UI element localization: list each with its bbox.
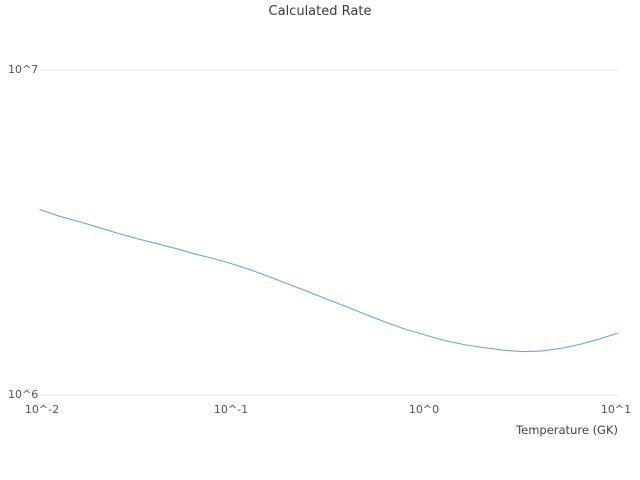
x-axis-title: Temperature (GK) [516,423,618,437]
chart-title: Calculated Rate [268,4,372,19]
y-tick-label-1e7: 10^7 [8,63,39,76]
x-tick-label-1e-1: 10^-1 [213,403,249,416]
x-tick-label-1e0: 10^0 [408,403,440,416]
rate-line [39,209,619,353]
x-tick-label-1e1: 10^1 [600,403,632,416]
x-tick-label-1e-2: 10^-2 [24,403,60,416]
y-tick-label-1e6: 10^6 [8,388,39,401]
